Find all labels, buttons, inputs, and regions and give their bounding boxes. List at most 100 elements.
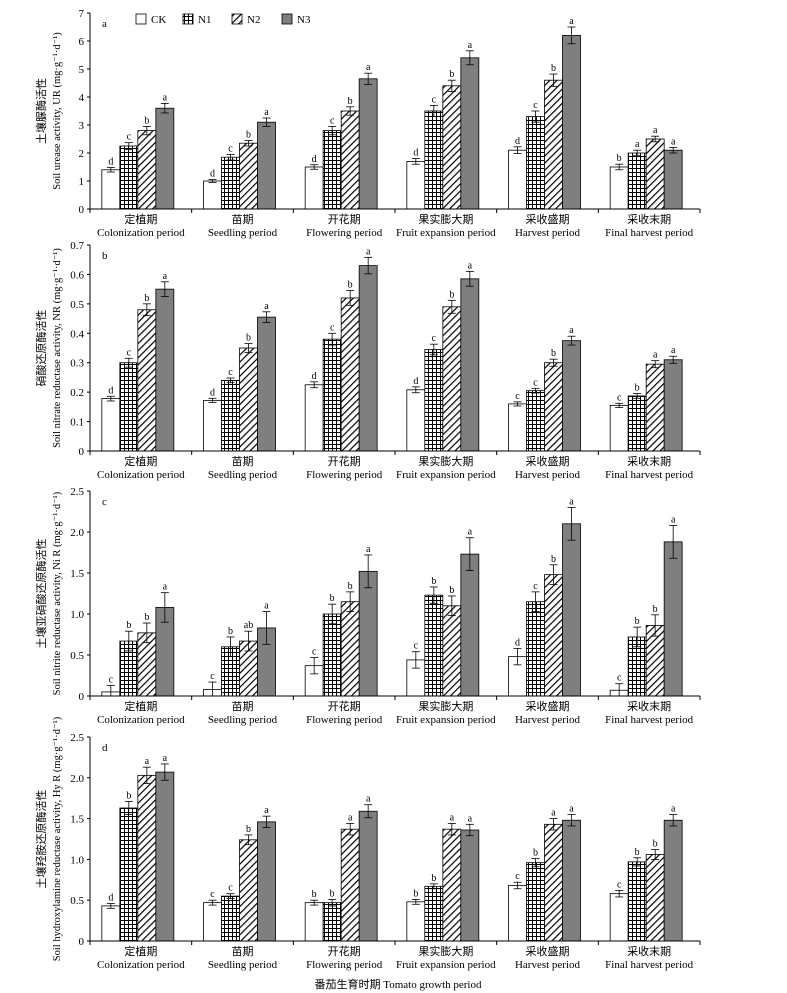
category-label-cn-a-0: 定植期 (124, 212, 157, 226)
significance-letter-d-n2-0: a (145, 756, 150, 767)
y-tick-label-d-2: 1.0 (70, 854, 84, 866)
category-label-en-a-4: Harvest period (515, 227, 581, 239)
significance-letter-b-n3-5: a (671, 345, 676, 356)
category-label-en-d-0: Colonization period (97, 959, 185, 971)
significance-letter-b-n2-2: b (348, 280, 353, 291)
significance-letter-b-n3-3: a (468, 260, 473, 271)
bar-a-ck-4 (508, 149, 527, 210)
bar-c-n2-3 (442, 605, 462, 697)
significance-letter-d-ck-3: b (413, 888, 418, 899)
bar-b-ck-3 (406, 389, 426, 452)
y-tick-label-c-0: 0 (79, 691, 85, 703)
category-label-cn-d-2: 开花期 (328, 945, 361, 958)
bar-d-ck-5 (609, 893, 629, 942)
category-label-en-a-2: Flowering period (306, 227, 383, 239)
category-label-en-b-3: Fruit expansion period (396, 469, 496, 481)
bar-d-n3-4 (562, 819, 581, 942)
significance-letter-b-n3-2: a (366, 246, 371, 257)
y-tick-label-a-2: 2 (79, 148, 85, 160)
bar-a-n2-4 (544, 79, 563, 210)
category-label-cn-a-3: 果实膨大期 (418, 212, 473, 226)
bar-d-n2-5 (645, 854, 665, 942)
significance-letter-c-n2-4: b (551, 554, 556, 565)
significance-letter-c-ck-5: c (617, 673, 622, 684)
significance-letter-b-n2-1: b (246, 333, 251, 344)
bar-d-ck-2 (304, 902, 324, 942)
significance-letter-c-n1-0: b (126, 620, 131, 631)
significance-letter-a-n2-1: b (246, 129, 251, 140)
bar-b-ck-4 (508, 403, 527, 452)
bar-c-n3-3 (460, 553, 480, 697)
category-label-cn-b-5: 采收末期 (627, 454, 671, 468)
bar-b-ck-0 (101, 398, 121, 452)
legend-swatch-n2 (231, 13, 243, 25)
bar-a-n2-3 (442, 85, 462, 210)
significance-letter-c-ck-0: c (109, 674, 114, 685)
bar-b-ck-1 (203, 399, 222, 452)
bar-b-n3-5 (663, 359, 683, 452)
bar-a-ck-2 (304, 166, 324, 210)
y-axis-label-en-b: Soil nitrate reductase activity, NR (mg·… (52, 248, 63, 448)
bar-a-n3-4 (562, 35, 581, 210)
bar-a-n2-1 (239, 142, 258, 210)
category-label-cn-c-2: 开花期 (328, 700, 361, 713)
y-tick-label-d-4: 2.0 (70, 773, 84, 785)
significance-letter-d-n1-0: b (126, 790, 131, 801)
category-label-en-d-4: Harvest period (515, 959, 581, 971)
category-label-en-b-1: Seedling period (208, 469, 278, 481)
bar-b-ck-5 (609, 404, 629, 452)
significance-letter-b-ck-0: d (108, 385, 113, 396)
panel-letter-c: c (102, 496, 107, 508)
bar-d-n2-3 (442, 828, 462, 942)
y-tick-label-c-5: 2.5 (70, 486, 84, 498)
significance-letter-a-n1-0: c (127, 132, 132, 143)
panel-b: b d d d d c c c c c c c b b b b b b a a a a a a a 0 0.1 0.2 0.3 0.4 0.… (34, 240, 701, 481)
category-label-en-c-0: Colonization period (97, 714, 185, 726)
y-tick-label-a-4: 4 (79, 92, 85, 104)
bar-d-n1-4 (526, 862, 545, 942)
bar-c-n3-2 (358, 570, 378, 697)
bar-d-n3-5 (663, 819, 683, 942)
category-label-en-c-2: Flowering period (306, 714, 383, 726)
significance-letter-c-n1-1: b (228, 626, 233, 637)
bar-d-n2-2 (340, 828, 360, 942)
y-axis-label-en-c: Soil nitrite reductase activity, Ni R (m… (52, 491, 63, 695)
significance-letter-a-n3-3: a (468, 40, 473, 51)
significance-letter-d-n1-1: c (228, 883, 233, 894)
category-label-en-a-5: Final harvest period (605, 227, 693, 239)
significance-letter-c-ck-4: d (515, 637, 520, 648)
bar-d-n3-1 (257, 821, 276, 942)
y-tick-label-a-5: 5 (79, 64, 85, 76)
bar-a-n1-1 (221, 156, 240, 210)
significance-letter-d-n3-5: a (671, 804, 676, 815)
y-tick-label-d-3: 1.5 (70, 814, 84, 826)
bar-a-n1-4 (526, 116, 545, 210)
significance-letter-d-n3-0: a (163, 753, 168, 764)
category-label-en-a-1: Seedling period (208, 227, 278, 239)
significance-letter-a-n3-1: a (264, 107, 269, 118)
bar-d-n1-1 (221, 895, 240, 942)
significance-letter-d-n2-1: b (246, 824, 251, 835)
bar-a-n3-5 (663, 149, 683, 210)
category-label-cn-b-2: 开花期 (328, 455, 361, 468)
legend-label-n1: N1 (198, 14, 211, 26)
significance-letter-c-n2-1: ab (244, 620, 253, 631)
bar-d-ck-0 (101, 905, 121, 942)
y-axis-label-cn-a: 土壤脲酶活性 (34, 78, 48, 144)
bar-b-n2-3 (442, 306, 462, 452)
bar-c-n1-2 (322, 613, 342, 697)
y-tick-label-b-4: 0.4 (70, 328, 84, 340)
significance-letter-c-n3-4: a (569, 496, 574, 507)
significance-letter-c-n1-4: c (533, 581, 538, 592)
y-tick-label-b-5: 0.5 (70, 299, 84, 311)
bar-d-n1-2 (322, 902, 342, 942)
category-label-cn-d-1: 苗期 (232, 945, 254, 958)
significance-letter-d-n2-2: a (348, 812, 353, 823)
category-label-cn-c-0: 定植期 (124, 699, 157, 713)
category-label-en-b-5: Final harvest period (605, 469, 693, 481)
y-tick-label-a-3: 3 (79, 120, 85, 132)
significance-letter-c-n2-2: b (348, 581, 353, 592)
bar-b-n1-0 (119, 362, 139, 452)
bar-b-n1-1 (221, 379, 240, 452)
significance-letter-b-n3-4: a (569, 325, 574, 336)
